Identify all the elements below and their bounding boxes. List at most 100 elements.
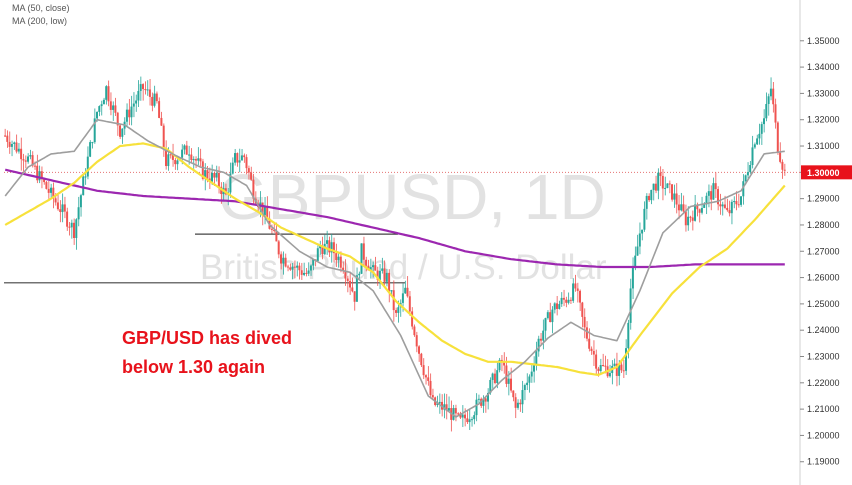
candle-body — [376, 270, 379, 280]
candle-body — [185, 145, 188, 155]
candle-body — [691, 217, 694, 221]
candle-body — [496, 370, 499, 384]
y-tick-label: 1.21000 — [807, 404, 840, 414]
candle-body — [420, 353, 423, 366]
candle-body — [38, 171, 41, 181]
candle-body — [52, 187, 55, 199]
candle-body — [746, 172, 749, 176]
candle-body — [613, 363, 616, 366]
candle-body — [588, 338, 591, 349]
candle-body — [231, 162, 234, 174]
candle-body — [719, 204, 722, 207]
ma-fast-line — [4, 118, 785, 418]
candle-body — [29, 155, 32, 157]
candle-body — [54, 198, 57, 203]
candle-body — [590, 348, 593, 351]
candle-body — [346, 278, 349, 282]
candle-body — [643, 208, 646, 230]
candle-body — [689, 216, 692, 218]
candle-body — [763, 118, 765, 125]
candle-body — [447, 408, 450, 411]
candle-body — [250, 172, 253, 180]
candle-body — [457, 413, 460, 415]
candle-body — [319, 246, 322, 249]
candle-body — [776, 122, 779, 153]
candle-body — [597, 368, 600, 371]
candle-body — [238, 160, 241, 163]
candle-body — [723, 204, 726, 208]
candle-body — [523, 385, 526, 391]
candle-body — [305, 272, 308, 274]
legend-ma200: MA (200, low) — [12, 16, 68, 26]
candle-body — [174, 159, 177, 165]
candle-body — [753, 144, 756, 148]
candle-body — [560, 297, 563, 305]
candle-body — [406, 287, 409, 297]
candle-body — [383, 268, 386, 282]
candle-body — [625, 348, 627, 371]
candle-body — [45, 182, 48, 189]
candle-body — [116, 112, 119, 126]
candle-body — [275, 231, 278, 242]
candle-body — [142, 84, 144, 90]
candle-body — [530, 371, 533, 377]
candle-body — [84, 176, 87, 178]
candle-body — [176, 160, 179, 165]
candle-body — [61, 204, 64, 213]
candle-body — [413, 326, 416, 336]
candle-body — [744, 175, 747, 182]
candle-body — [312, 259, 315, 266]
candle-body — [549, 312, 552, 323]
candle-body — [300, 270, 303, 275]
candle-body — [358, 273, 361, 276]
candle-body — [408, 296, 411, 312]
candle-body — [401, 293, 404, 303]
candle-body — [569, 299, 572, 301]
candle-body — [576, 288, 579, 291]
candle-body — [362, 243, 365, 260]
candle-body — [572, 283, 575, 301]
candle-body — [102, 99, 105, 105]
watermark-description: British Pound / U.S. Dollar — [200, 248, 607, 287]
candle-body — [385, 272, 388, 282]
candle-body — [15, 142, 18, 152]
candle-body — [183, 145, 186, 150]
candle-body — [378, 270, 381, 280]
candle-body — [24, 160, 27, 162]
candle-body — [245, 157, 248, 169]
candle-body — [618, 364, 621, 376]
candle-body — [13, 142, 16, 145]
y-tick-label: 1.32000 — [807, 115, 840, 125]
candle-body — [144, 89, 147, 91]
candle-body — [687, 216, 690, 226]
candle-body — [284, 257, 287, 267]
candle-body — [155, 93, 158, 102]
candle-body — [139, 84, 142, 91]
candle-body — [445, 404, 448, 411]
candle-body — [151, 96, 154, 106]
candle-body — [638, 233, 641, 247]
candle-body — [360, 243, 363, 274]
ma-50-line — [4, 142, 786, 376]
candle-body — [634, 255, 637, 268]
candle-body — [459, 413, 462, 418]
y-tick-label: 1.28000 — [807, 220, 840, 230]
candle-body — [353, 291, 356, 302]
y-tick-label: 1.20000 — [807, 430, 840, 440]
y-tick-label: 1.31000 — [807, 141, 840, 151]
candle-body — [33, 165, 36, 167]
candle-body — [431, 395, 434, 398]
candle-body — [650, 189, 653, 201]
candle-body — [581, 302, 584, 317]
candle-body — [466, 418, 469, 423]
candle-body — [429, 380, 432, 396]
candle-body — [539, 338, 542, 341]
candle-body — [544, 318, 547, 331]
candle-body — [668, 183, 671, 185]
candle-body — [562, 297, 565, 300]
candle-body — [730, 201, 733, 214]
candle-body — [337, 256, 340, 261]
candle-body — [36, 165, 39, 181]
y-tick-label: 1.22000 — [807, 378, 840, 388]
